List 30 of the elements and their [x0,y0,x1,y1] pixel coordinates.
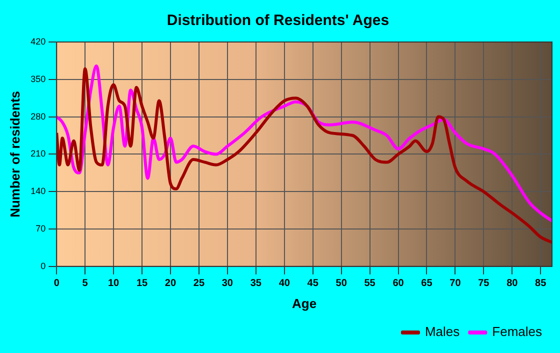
y-tick-label: 420 [30,36,46,46]
x-tick-label: 85 [535,278,547,290]
x-tick-label: 55 [364,278,376,290]
x-tick-label: 5 [82,278,88,290]
x-tick-label: 40 [278,278,290,290]
y-tick-label: 350 [30,74,46,84]
y-tick-label: 140 [30,186,46,196]
x-tick-label: 15 [136,278,148,290]
x-axis-title: Age [292,296,317,311]
x-tick-label: 35 [250,278,262,290]
x-tick-label: 70 [450,278,462,290]
x-tick-label: 20 [164,278,176,290]
legend-label: Females [492,324,542,340]
y-tick-label: 210 [30,148,46,159]
x-tick-label: 0 [54,278,60,290]
y-tick-label: 70 [36,223,46,234]
x-tick-label: 65 [421,278,433,290]
x-tick-label: 60 [392,278,404,290]
y-tick-label: 280 [30,111,46,122]
y-tick-label: 0 [40,260,46,271]
x-tick-label: 10 [108,278,120,290]
x-tick-label: 25 [193,278,205,290]
x-tick-label: 45 [307,278,319,290]
y-axis-title: Number of residents [7,90,22,218]
x-tick-label: 80 [506,278,518,290]
x-tick-label: 50 [336,278,348,290]
x-tick-label: 30 [222,278,234,290]
chart-title: Distribution of Residents' Ages [166,12,390,30]
x-tick-label: 75 [478,278,490,290]
legend-label: Males [424,324,460,340]
